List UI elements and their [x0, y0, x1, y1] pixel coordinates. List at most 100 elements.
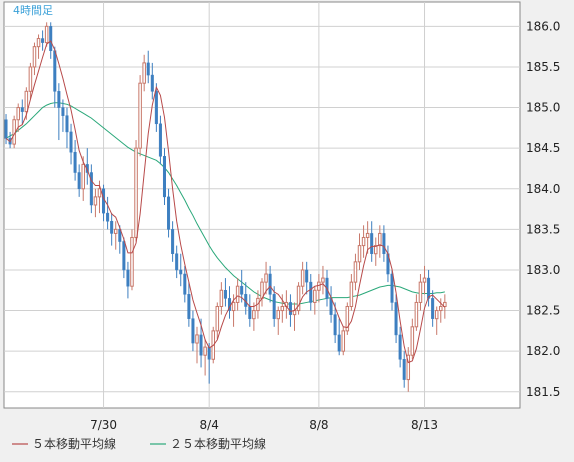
candle	[357, 233, 362, 270]
candle	[365, 221, 370, 254]
candle	[296, 282, 301, 315]
candle-body-down	[268, 273, 272, 295]
candle-body-up	[357, 245, 362, 263]
candle-body-down	[240, 285, 244, 295]
candle-body-down	[146, 62, 150, 76]
candle-body-up	[93, 196, 98, 206]
candle	[73, 140, 77, 181]
candle-body-down	[150, 74, 154, 92]
candle	[406, 347, 411, 392]
legend-label: ５本移動平均線	[32, 436, 116, 451]
candle-body-down	[179, 269, 183, 275]
candle-body-down	[427, 277, 431, 299]
candle-body-up	[235, 285, 240, 303]
y-tick-label: 184.5	[526, 141, 560, 155]
candle-body-up	[195, 334, 199, 344]
candle	[219, 282, 224, 315]
candle-body-down	[89, 172, 93, 206]
candle-body-down	[183, 273, 187, 295]
y-tick-label: 185.5	[526, 60, 560, 74]
candle-body-down	[126, 269, 130, 287]
y-tick-label: 182.5	[526, 304, 560, 318]
candle-body-up	[300, 269, 305, 287]
candle	[305, 261, 309, 295]
x-axis-ticks: 7/30 8/4 8/8 8/13	[90, 418, 438, 432]
candle-body-down	[65, 115, 69, 133]
candle	[414, 294, 419, 331]
candle-body-down	[158, 123, 162, 157]
candle	[361, 225, 366, 258]
candle-body-down	[53, 50, 57, 92]
candle-body-up	[321, 277, 325, 283]
candle-body-up	[422, 277, 427, 283]
candle-body-up	[113, 228, 118, 234]
candle-body-down	[394, 302, 398, 336]
ma5-series	[5, 40, 446, 364]
legend: ５本移動平均線 ２５本移動平均線	[12, 436, 266, 451]
candle	[41, 30, 45, 51]
candle	[321, 265, 325, 295]
candle	[20, 99, 24, 124]
candle-body-down	[402, 359, 406, 380]
candle	[138, 75, 142, 157]
candle	[345, 302, 350, 335]
candle	[183, 265, 187, 303]
candle	[106, 196, 110, 230]
y-tick-label: 183.5	[526, 222, 560, 236]
candle-body-up	[219, 289, 224, 308]
plot-background	[3, 1, 521, 409]
candle-body-down	[49, 26, 53, 51]
legend-label: ２５本移動平均線	[170, 436, 266, 451]
candle-body-up	[142, 62, 146, 84]
candle-body-up	[252, 310, 256, 320]
candle-body-down	[118, 229, 122, 242]
candle	[309, 274, 313, 311]
candle-body-up	[32, 46, 37, 68]
candle-body-up	[203, 346, 207, 356]
ma25-series	[5, 102, 445, 305]
candle	[65, 107, 69, 149]
candle-body-up	[276, 310, 281, 320]
candle	[110, 213, 114, 246]
y-tick-label: 186.0	[526, 19, 560, 33]
candle-body-up	[97, 188, 102, 198]
candle-body-up	[378, 232, 382, 247]
candle	[264, 261, 268, 295]
candle-body-down	[431, 298, 435, 319]
candle	[44, 22, 49, 47]
ma5-line	[5, 40, 446, 364]
candle	[402, 351, 406, 388]
candle-body-down	[288, 302, 292, 315]
candle-body-up	[44, 25, 49, 44]
candle	[378, 225, 382, 258]
candle	[57, 83, 61, 141]
candle	[349, 274, 354, 311]
candle	[154, 83, 158, 132]
candle	[118, 225, 122, 254]
candle	[240, 269, 244, 303]
candle-body-up	[410, 326, 415, 356]
x-tick-label: 8/13	[411, 418, 438, 432]
candle-body-down	[41, 38, 45, 43]
candle	[431, 290, 435, 327]
candle	[93, 188, 98, 218]
candles	[4, 22, 447, 392]
candle	[341, 326, 346, 356]
timeframe-label: 4時間足	[13, 4, 53, 17]
candle	[175, 245, 179, 279]
candle	[150, 62, 154, 100]
candle-body-up	[418, 281, 423, 303]
candle-body-down	[102, 188, 106, 214]
candle-body-down	[69, 131, 73, 153]
candle-body-up	[345, 306, 350, 332]
candle-body-up	[134, 147, 138, 238]
candle-body-up	[215, 306, 220, 332]
candle-body-up	[361, 236, 366, 247]
candle	[203, 338, 207, 376]
candle-body-up	[231, 301, 236, 312]
candle	[187, 282, 191, 327]
candle	[272, 286, 276, 327]
candle	[126, 261, 130, 299]
candle-body-up	[138, 82, 142, 149]
